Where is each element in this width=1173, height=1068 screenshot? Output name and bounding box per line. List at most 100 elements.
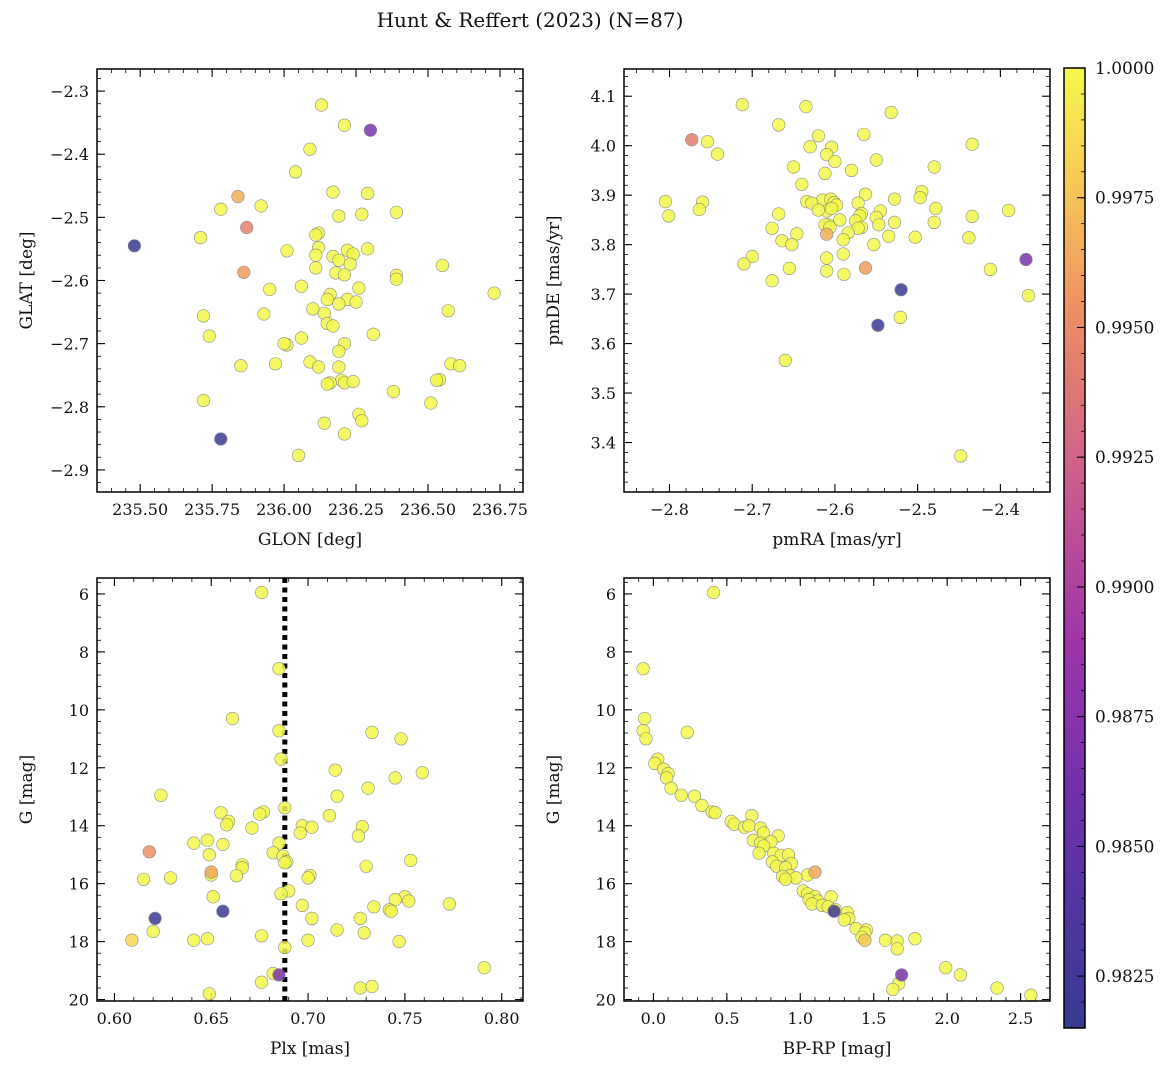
data-point [305,820,319,834]
data-point [708,806,722,820]
x-axis-label: pmRA [mas/yr] [772,530,901,550]
x-axis-label: BP-RP [mag] [783,1039,892,1059]
data-point [295,898,309,913]
data-point [229,869,243,883]
data-point [367,900,381,914]
data-point [692,202,706,217]
y-tick-label: 3.7 [591,285,616,304]
data-point [280,244,294,258]
data-point [890,942,904,956]
data-point [858,261,873,275]
data-point [953,968,968,982]
colorbar-frame [1063,67,1086,1029]
data-point [337,427,352,441]
y-tick-label: 6 [606,585,616,604]
y-tick-label: 10 [69,701,89,720]
data-point [913,191,927,205]
y-tick-label: 18 [69,933,89,952]
data-point [803,140,817,154]
data-point [1024,988,1038,1002]
y-tick-label: −2.4 [50,145,89,164]
data-point [765,221,779,235]
data-point [1019,252,1033,267]
colorbar-tick-label: 0.9975 [1095,189,1154,209]
data-point [361,781,375,795]
data-point [314,98,329,112]
x-tick-label: 1.5 [861,1009,886,1028]
data-point [330,789,344,803]
data-point [772,207,786,221]
y-tick-label: 8 [79,643,89,662]
y-axis-label: G [mag] [544,755,564,824]
data-point [836,247,850,261]
data-point [765,274,779,288]
data-point [136,872,151,886]
data-point [639,732,653,746]
y-tick-label: 4.0 [591,137,616,156]
x-tick-label: −2.7 [733,500,772,519]
data-point [908,230,922,244]
data-point [234,359,248,373]
x-tick-label: 0.65 [193,1009,229,1028]
data-point [882,229,896,243]
axes-frame [96,68,524,493]
x-tick-label: 0.80 [484,1009,520,1028]
data-point [274,752,288,766]
data-point [309,228,323,242]
data-point [317,416,332,430]
data-point [477,961,491,975]
data-point [772,118,786,132]
data-point [343,257,357,271]
data-point [164,871,178,885]
data-point [312,360,326,374]
data-point [893,310,907,325]
data-point [196,393,211,408]
data-point [216,904,230,918]
data-point [965,209,979,223]
x-tick-label: 235.75 [184,500,240,519]
colorbar-tick-label: 0.9950 [1095,318,1154,338]
data-point [305,911,319,926]
data-point [858,187,873,201]
data-point [332,360,346,374]
x-tick-label: 235.50 [112,500,168,519]
data-point [894,968,909,982]
data-point [125,933,139,947]
data-point [263,282,277,296]
data-point [289,165,303,179]
x-tick-label: −2.5 [898,500,937,519]
data-point [206,890,220,904]
data-point [782,261,797,276]
y-axis-label: pmDE [mas/yr] [544,215,564,345]
colorbar-tick-label: 0.9925 [1095,448,1154,468]
y-tick-label: 4.1 [591,87,616,106]
data-point [306,302,320,316]
data-point [824,201,839,216]
data-point [887,215,902,229]
data-point [337,268,352,282]
data-point [871,318,885,332]
data-point [811,203,826,217]
data-point [833,213,847,227]
data-point [386,385,401,399]
colorbar-tick-label: 1.0000 [1095,59,1154,79]
data-point [332,253,346,267]
data-point [303,142,317,156]
data-point [278,856,292,870]
data-point [245,821,259,835]
data-point [309,248,323,262]
data-point [202,329,216,343]
data-point [359,859,373,873]
data-point [272,836,286,850]
axes-frame [96,577,524,1002]
data-point [326,319,340,333]
data-point [194,231,208,245]
data-point [357,926,371,940]
data-point [886,982,900,997]
data-point [328,763,342,777]
data-point [351,829,366,843]
x-tick-label: 236.25 [328,500,384,519]
data-point [253,807,267,821]
y-tick-label: 16 [596,875,616,894]
